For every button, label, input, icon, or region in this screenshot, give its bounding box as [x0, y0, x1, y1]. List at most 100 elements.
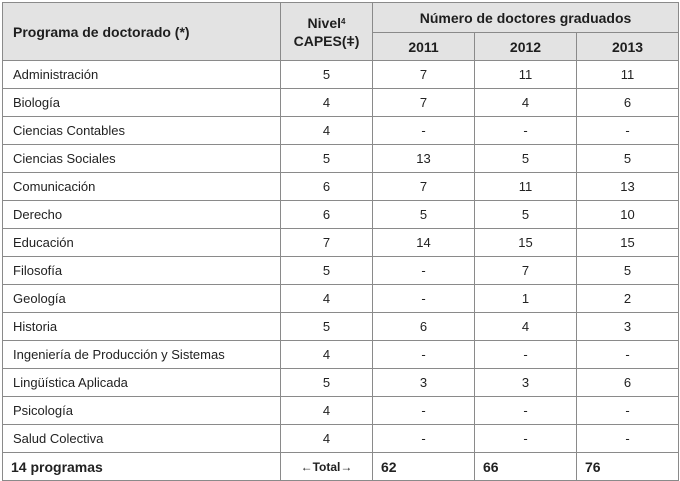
cell-2012: 4	[474, 312, 577, 341]
cell-nivel: 6	[280, 200, 373, 229]
table-row: Lingüística Aplicada 5 3 3 6	[2, 368, 680, 397]
cell-programa: Psicología	[2, 396, 281, 425]
cell-2013: 5	[575, 144, 680, 173]
cell-2012: 11	[474, 60, 577, 89]
cell-2011: 13	[372, 144, 475, 173]
cell-2011: -	[372, 256, 475, 285]
cell-2012: -	[474, 116, 577, 145]
header-nivel-line1: Nivel	[307, 14, 341, 31]
table-row: Ingeniería de Producción y Sistemas 4- - -	[2, 340, 680, 369]
table-row: Historia 5 6 4 3	[2, 312, 680, 341]
cell-2011: 6	[372, 312, 475, 341]
cell-2013: 5	[575, 256, 680, 285]
cell-2012: 1	[474, 284, 577, 313]
cell-programa: Biología	[2, 88, 281, 117]
cell-nivel: 5	[280, 144, 373, 173]
table-row: Salud Colectiva 4- - -	[2, 424, 680, 453]
cell-2011: 7	[372, 172, 475, 201]
cell-2013: 2	[575, 284, 680, 313]
cell-2011: -	[372, 116, 475, 145]
table-body: Administración 5 7 11 11 Biología 4 7 4 6 Ciencias…	[2, 60, 680, 453]
cell-programa: Comunicación	[2, 172, 281, 201]
cell-nivel: 5	[280, 312, 373, 341]
table-row: Comunicación 6 7 11 13	[2, 172, 680, 201]
cell-2012: 3	[474, 368, 577, 397]
cell-2012: 15	[474, 228, 577, 257]
cell-2012: -	[474, 340, 577, 369]
total-row: 14 programas ←Total→ 62 66 76	[2, 452, 680, 481]
table-row: Filosofía 5-7 5	[2, 256, 680, 285]
cell-nivel: 4	[280, 340, 373, 369]
cell-2013: 11	[575, 60, 680, 89]
header-nivel-line2: CAPES(ǂ)	[293, 32, 360, 49]
cell-2011: 7	[372, 88, 475, 117]
cell-nivel: 4	[280, 284, 373, 313]
cell-nivel: 4	[280, 116, 373, 145]
cell-nivel: 4	[280, 88, 373, 117]
cell-nivel: 4	[280, 396, 373, 425]
table-row: Administración 5 7 11 11	[2, 60, 680, 89]
table-row: Ciencias Contables 4- - -	[2, 116, 680, 145]
cell-2011: -	[372, 340, 475, 369]
cell-2011: 14	[372, 228, 475, 257]
cell-programa: Historia	[2, 312, 281, 341]
cell-nivel: 7	[280, 228, 373, 257]
total-2013: 76	[575, 452, 680, 481]
header-graduados: Número de doctores graduados	[371, 2, 680, 33]
cell-2012: 7	[474, 256, 577, 285]
cell-2013: -	[575, 340, 680, 369]
table-row: Educación 7 14 15 15	[2, 228, 680, 257]
header-year-2011: 2011	[372, 32, 475, 61]
cell-2012: 4	[474, 88, 577, 117]
cell-programa: Filosofía	[2, 256, 281, 285]
cell-2013: 13	[575, 172, 680, 201]
cell-2012: 5	[474, 200, 577, 229]
cell-2012: -	[474, 396, 577, 425]
cell-nivel: 6	[280, 172, 373, 201]
cell-nivel: 5	[280, 256, 373, 285]
cell-programa: Lingüística Aplicada	[2, 368, 281, 397]
cell-programa: Ciencias Sociales	[2, 144, 281, 173]
cell-2013: 10	[575, 200, 680, 229]
table-row: Biología 4 7 4 6	[2, 88, 680, 117]
cell-programa: Educación	[2, 228, 281, 257]
cell-2013: 6	[575, 88, 680, 117]
cell-2013: 6	[575, 368, 680, 397]
cell-2012: 11	[474, 172, 577, 201]
cell-programa: Salud Colectiva	[2, 424, 281, 453]
header-year-2013: 2013	[575, 32, 680, 61]
total-2012: 66	[474, 452, 577, 481]
cell-2011: 3	[372, 368, 475, 397]
cell-2013: -	[575, 116, 680, 145]
cell-2013: -	[575, 424, 680, 453]
cell-programa: Administración	[2, 60, 281, 89]
cell-2011: -	[372, 284, 475, 313]
table-row: Psicología 4- - -	[2, 396, 680, 425]
cell-nivel: 5	[280, 368, 373, 397]
total-nivel-label: ←Total→	[280, 452, 373, 481]
header-year-2012: 2012	[474, 32, 577, 61]
total-label: 14 programas	[2, 452, 281, 481]
cell-2012: 5	[474, 144, 577, 173]
table-row: Ciencias Sociales 5 13 5 5	[2, 144, 680, 173]
table-row: Geología 4-1 2	[2, 284, 680, 313]
cell-2012: -	[474, 424, 577, 453]
header-nivel-capes: Nivel4 CAPES(ǂ)	[280, 2, 373, 61]
cell-2013: -	[575, 396, 680, 425]
cell-programa: Ingeniería de Producción y Sistemas	[2, 340, 281, 369]
total-2011: 62	[372, 452, 475, 481]
cell-programa: Geología	[2, 284, 281, 313]
header-programa: Programa de doctorado (*)	[2, 2, 281, 61]
header-nivel-footnote: 4	[341, 16, 346, 26]
cell-programa: Ciencias Contables	[2, 116, 281, 145]
cell-2013: 15	[575, 228, 680, 257]
cell-nivel: 4	[280, 424, 373, 453]
table-row: Derecho 6 5 5 10	[2, 200, 680, 229]
cell-programa: Derecho	[2, 200, 281, 229]
cell-2011: 5	[372, 200, 475, 229]
cell-2011: -	[372, 424, 475, 453]
cell-nivel: 5	[280, 60, 373, 89]
cell-2011: -	[372, 396, 475, 425]
cell-2011: 7	[372, 60, 475, 89]
